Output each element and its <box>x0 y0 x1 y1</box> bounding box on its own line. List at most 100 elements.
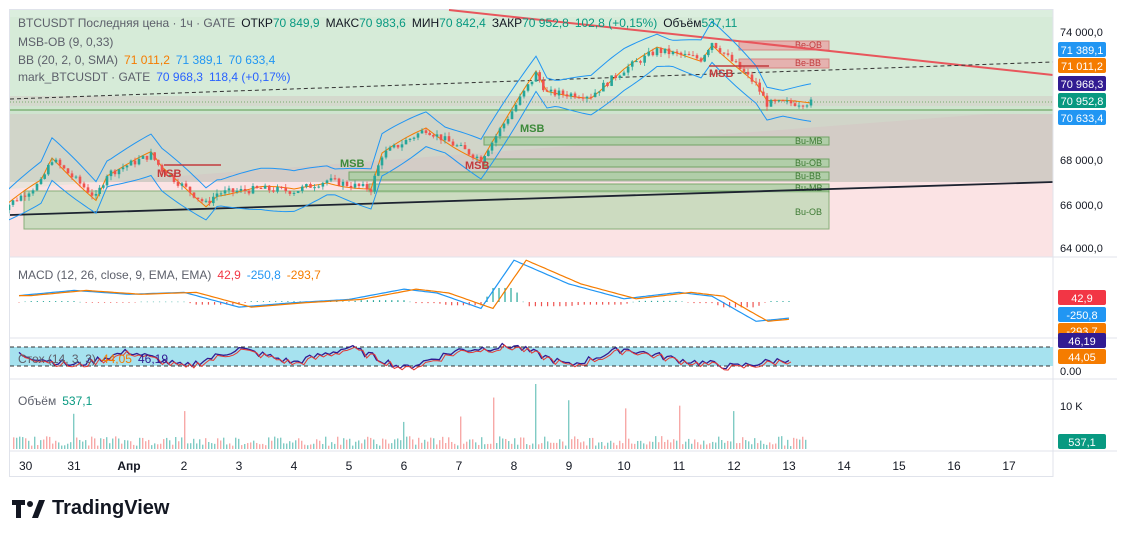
macd-hist-bar <box>128 302 130 303</box>
volume-bar <box>481 437 483 449</box>
candle-body <box>98 187 101 194</box>
candle-body <box>54 159 58 163</box>
close-label: ЗАКР <box>491 16 523 30</box>
msb-labels: MSB MSB MSB MSB MSB <box>157 68 734 180</box>
stoch-badge-text: 46,19 <box>1068 336 1096 348</box>
macd-hist-bar <box>693 302 695 304</box>
candle-body <box>263 185 267 189</box>
bb-legend[interactable]: BB (20, 2, 0, SMA) 71 011,2 71 389,1 70 633… <box>18 53 281 67</box>
volume-bar <box>547 441 549 449</box>
brand-name: TradingView <box>52 497 170 519</box>
volume-bar <box>691 443 693 449</box>
candle-body <box>105 176 109 186</box>
volume-bar <box>217 438 219 449</box>
chart-frame[interactable]: Be-OB Be-BB Bu-MB Bu-OB Bu-BB Bu-MB Bu-O… <box>0 9 1118 477</box>
volume-bar <box>238 438 240 449</box>
volume-bar <box>46 436 48 449</box>
volume-bar <box>268 437 270 449</box>
stoch-k-value: 44,05 <box>101 352 132 366</box>
macd-hist-bar <box>281 301 283 302</box>
candle-body <box>412 137 416 139</box>
volume-axis-badge: 537,1 <box>1058 434 1106 449</box>
candle-body <box>451 141 455 146</box>
macd-hist-bar <box>498 287 500 302</box>
candle-body <box>333 178 337 180</box>
macd-hist-bar <box>595 302 598 305</box>
candle-body <box>553 89 557 96</box>
volume-bar <box>370 437 372 449</box>
stoch-legend[interactable]: Стох (14, 3, 3) 44,05 46,19 <box>18 352 174 366</box>
volume-bar <box>475 442 477 449</box>
volume-bar <box>523 437 525 449</box>
time-axis-label: 12 <box>727 459 741 473</box>
volume-bar <box>631 443 633 449</box>
volume-bar <box>658 442 660 449</box>
candle-body <box>137 158 141 165</box>
macd-hist-bar <box>758 302 760 306</box>
candle-body <box>408 138 412 141</box>
volume-bar <box>85 440 87 449</box>
mark-value: 70 968,3 <box>156 70 203 84</box>
volume-bar <box>772 444 774 449</box>
volume-bar <box>562 441 564 449</box>
volume-bar <box>775 443 777 449</box>
volume-bar <box>385 439 387 449</box>
volume-bar <box>94 438 96 449</box>
volume-bar <box>367 436 369 449</box>
tradingview-logo[interactable]: TradingView <box>12 497 169 520</box>
candle-body <box>651 51 655 56</box>
volume-bar <box>424 439 426 449</box>
volume-bar <box>427 441 429 449</box>
volume-bar <box>70 442 72 449</box>
macd-hist-bar <box>18 302 20 303</box>
macd-hist-bar <box>782 301 784 302</box>
candle-body <box>639 61 642 63</box>
macd-hist-bar <box>342 301 344 302</box>
candle-body <box>773 99 777 102</box>
candle-body <box>683 53 687 55</box>
candle-body <box>243 188 247 191</box>
volume-bar <box>316 439 318 449</box>
volume-bar <box>415 444 417 449</box>
support-trendline <box>9 181 1054 216</box>
macd-hist-bar <box>232 302 234 305</box>
volume-bar <box>469 439 471 449</box>
candle-body <box>618 75 622 78</box>
price-chart-svg[interactable]: Be-OB Be-BB Bu-MB Bu-OB Bu-BB Bu-MB Bu-O… <box>0 9 1118 477</box>
candle-body <box>184 183 188 187</box>
volume-bar <box>457 445 459 449</box>
volume-bar <box>280 437 282 449</box>
volume-bar <box>202 444 204 449</box>
mark-legend[interactable]: mark_BTCUSDT · GATE 70 968,3 118,4 (+0,17%… <box>18 70 296 84</box>
volume-bar <box>328 445 330 449</box>
candle-body <box>602 82 605 92</box>
candle-body <box>267 185 271 191</box>
candle-body <box>593 92 597 98</box>
volume-bar <box>487 443 489 449</box>
msb-ob-legend[interactable]: MSB-OB (9, 0,33) <box>18 35 119 49</box>
candle-body <box>47 164 50 175</box>
volume-bar <box>265 445 267 449</box>
macd-hist-bar <box>705 302 707 304</box>
candle-body <box>337 178 341 186</box>
macd-legend[interactable]: MACD (12, 26, close, 9, EMA, EMA) 42,9 -25… <box>18 268 327 282</box>
macd-hist-bar <box>134 302 136 303</box>
volume-legend[interactable]: Объём 537,1 <box>18 394 98 408</box>
time-axis[interactable]: 30 31 Апр 2 3 4 5 6 7 8 9 10 11 12 13 14 15 16 17 <box>19 459 1016 473</box>
volume-bar <box>418 437 420 449</box>
volume-bar <box>670 442 672 449</box>
candle-body <box>722 52 726 54</box>
macd-hist-bar <box>632 301 634 303</box>
symbol-line[interactable]: BTCUSDT Последняя цена · 1ч · GATE <box>18 16 236 30</box>
volume-bar <box>118 438 120 449</box>
dashed-trendline <box>9 61 1054 100</box>
volume-bar <box>64 445 66 449</box>
volume-bar <box>403 421 405 449</box>
volume-bar <box>439 440 441 449</box>
volume-axis-tick: 10 K <box>1060 401 1083 413</box>
high-label: МАКС <box>325 16 360 30</box>
volume-bar <box>133 444 135 449</box>
msb-label-1: MSB <box>157 168 182 180</box>
candle-body <box>153 152 156 160</box>
volume-bar <box>790 446 792 449</box>
